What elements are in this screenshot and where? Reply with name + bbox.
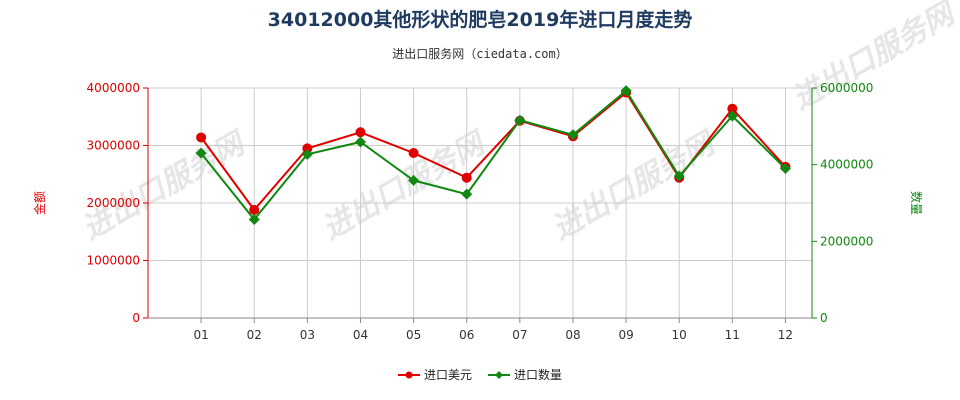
legend-label: 进口美元	[424, 368, 472, 382]
series-point	[408, 174, 420, 186]
series-point	[461, 188, 473, 200]
series-point	[673, 170, 685, 182]
series-point	[302, 143, 313, 154]
series-point	[249, 204, 260, 215]
series-point	[620, 85, 632, 97]
y-left-tick-label: 3000000	[87, 139, 140, 153]
series-point	[567, 129, 579, 141]
y-axis-left-label: 金额	[32, 191, 47, 215]
series-line	[200, 89, 787, 222]
y-right-tick-label: 6000000	[820, 81, 873, 95]
grid-lines	[148, 87, 813, 319]
y-right-tick-label: 0	[820, 311, 828, 325]
tick-labels: 0 1000000 2000000 3000000 4000000 0 2000000 400…	[87, 81, 874, 342]
series-point	[248, 213, 260, 225]
x-tick-label: 07	[512, 328, 527, 342]
x-tick-label: 11	[725, 328, 740, 342]
series-point	[195, 147, 207, 159]
x-tick-label: 06	[459, 328, 474, 342]
y-left-tick-label: 0	[132, 311, 140, 325]
legend-swatch-marker	[495, 371, 503, 379]
x-tick-label: 09	[618, 328, 633, 342]
legend-label: 进口数量	[514, 367, 562, 382]
x-tick-label: 03	[300, 328, 315, 342]
x-tick-label: 05	[406, 328, 421, 342]
y-right-tick-label: 2000000	[820, 234, 873, 248]
y-left-tick-label: 2000000	[87, 196, 140, 210]
series-point	[727, 103, 738, 114]
chart-subtitle: 进出口服务网（ciedata.com）	[392, 46, 567, 61]
series-point	[726, 110, 738, 122]
legend-swatch-marker	[405, 371, 413, 379]
x-tick-label: 01	[193, 328, 208, 342]
series-point	[779, 163, 791, 174]
x-tick-label: 10	[672, 328, 687, 342]
watermark-text: 进出口服务网	[787, 0, 960, 117]
series-point	[408, 147, 419, 158]
x-tick-label: 12	[778, 328, 793, 342]
x-tick-label: 08	[565, 328, 580, 342]
y-left-tick-label: 4000000	[87, 81, 140, 95]
series-point	[196, 132, 207, 143]
chart-title: 34012000其他形状的肥皂2019年进口月度走势	[268, 8, 693, 31]
series-point	[301, 148, 313, 160]
y-axis-right-label: 数量	[909, 191, 924, 215]
series-point	[354, 136, 366, 148]
series-point	[355, 127, 366, 138]
series-point	[461, 172, 472, 183]
series-point	[514, 114, 526, 126]
x-tick-label: 04	[353, 328, 368, 342]
y-right-tick-label: 4000000	[820, 158, 873, 172]
series-layer	[195, 85, 791, 225]
legend: 进口美元 进口数量	[398, 367, 562, 382]
y-left-tick-label: 1000000	[87, 254, 140, 268]
x-tick-label: 02	[247, 328, 262, 342]
